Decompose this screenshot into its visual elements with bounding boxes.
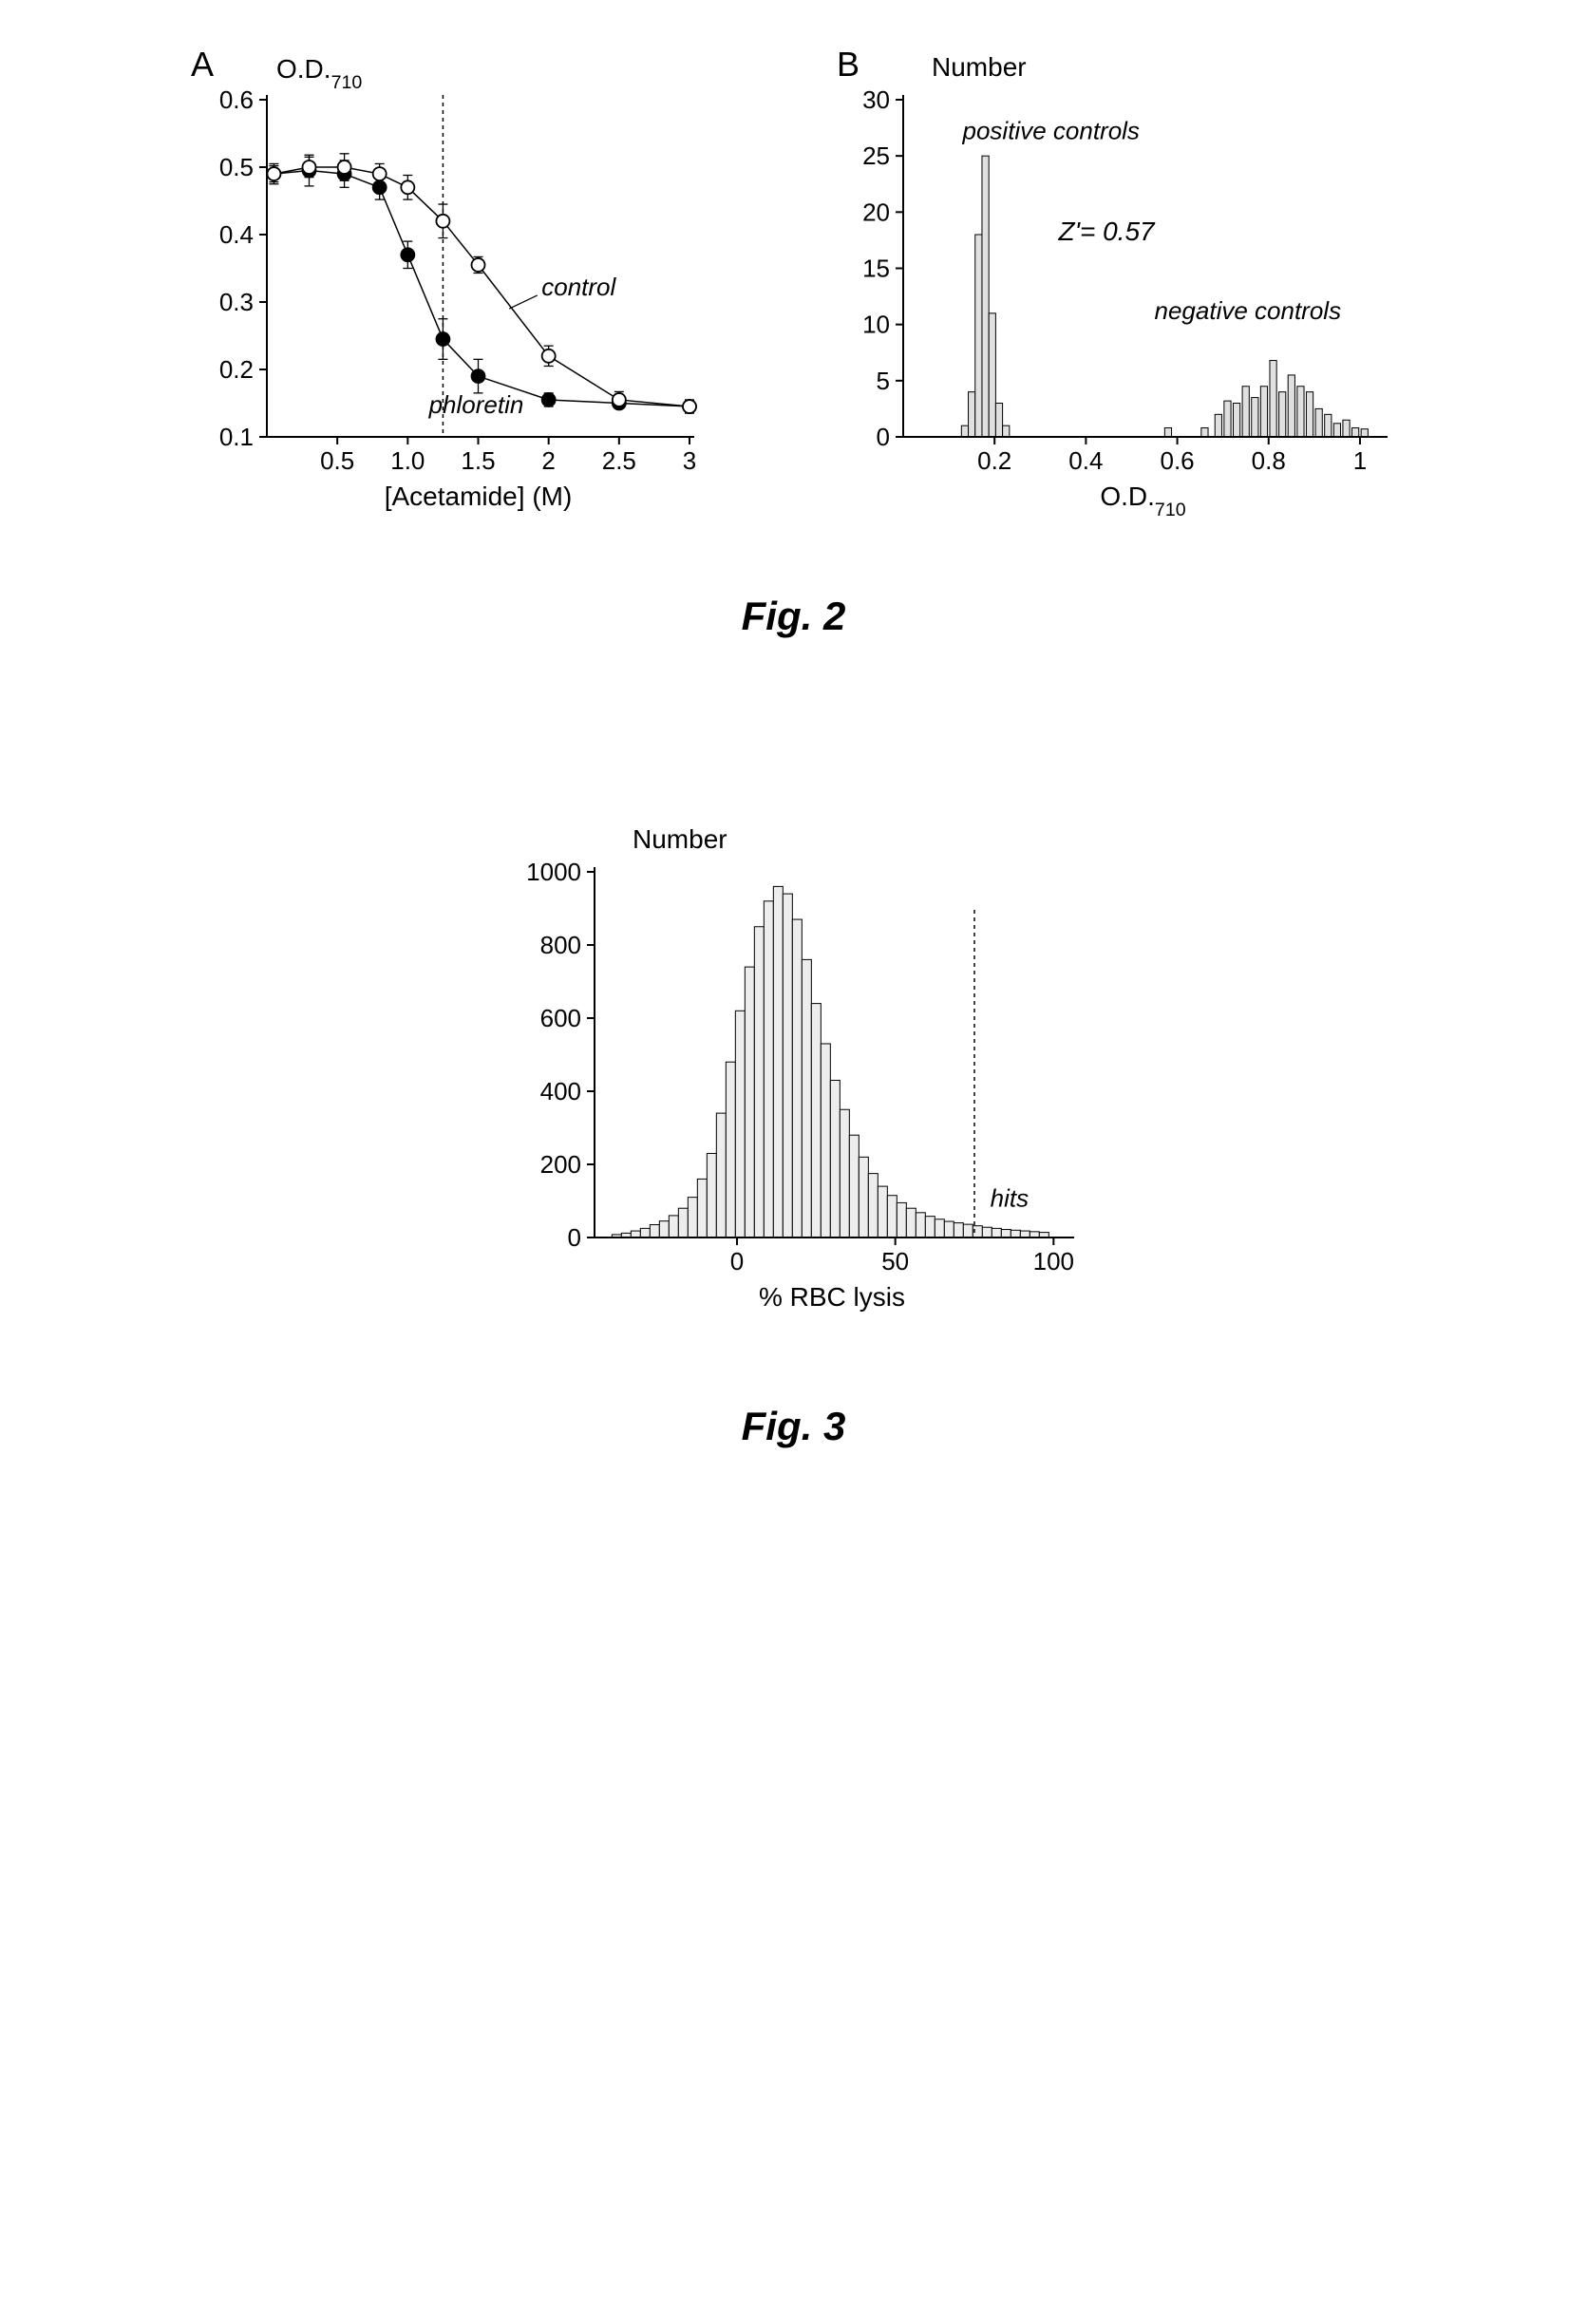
svg-text:400: 400 <box>539 1077 580 1105</box>
svg-text:200: 200 <box>539 1150 580 1179</box>
svg-text:Number: Number <box>633 824 727 854</box>
svg-text:0.2: 0.2 <box>218 355 253 384</box>
svg-text:B: B <box>837 45 860 84</box>
svg-text:3: 3 <box>682 446 695 475</box>
fig3-caption: Fig. 3 <box>44 1404 1544 1449</box>
svg-text:hits: hits <box>990 1183 1028 1212</box>
svg-text:positive controls: positive controls <box>961 116 1139 144</box>
svg-text:0.8: 0.8 <box>1251 446 1285 475</box>
svg-text:A: A <box>191 45 214 84</box>
svg-text:0.2: 0.2 <box>977 446 1011 475</box>
svg-text:600: 600 <box>539 1004 580 1032</box>
svg-text:1000: 1000 <box>526 858 581 886</box>
svg-text:0.4: 0.4 <box>1068 446 1103 475</box>
svg-text:Z'= 0.57: Z'= 0.57 <box>1057 217 1156 246</box>
svg-text:% RBC lysis: % RBC lysis <box>758 1282 904 1312</box>
svg-text:0.4: 0.4 <box>218 220 253 249</box>
fig2-panel-a: 0.1 0.2 0.3 0.4 0.5 0.6 0.5 1.0 1.5 2 2.5 3 A O.D.710… <box>177 38 708 537</box>
svg-text:[Acetamide] (M): [Acetamide] (M) <box>384 482 572 511</box>
svg-text:Number: Number <box>932 52 1027 82</box>
figure2-row: 0.1 0.2 0.3 0.4 0.5 0.6 0.5 1.0 1.5 2 2.5 3 A O.D.710… <box>44 38 1544 537</box>
svg-text:30: 30 <box>862 85 890 114</box>
fig3-chart: 0 200 400 600 800 1000 0 50 100 Number % RBC lysis… <box>471 810 1117 1342</box>
svg-text:0.6: 0.6 <box>1160 446 1194 475</box>
svg-text:25: 25 <box>862 142 890 170</box>
svg-text:O.D.710: O.D.710 <box>1100 482 1185 520</box>
svg-text:5: 5 <box>876 367 889 395</box>
svg-text:2: 2 <box>541 446 555 475</box>
svg-text:800: 800 <box>539 931 580 959</box>
svg-text:0.5: 0.5 <box>320 446 354 475</box>
fig2-caption: Fig. 2 <box>44 594 1544 639</box>
svg-text:O.D.710: O.D.710 <box>276 54 362 93</box>
fig2b-chart: 0 5 10 15 20 25 30 0.2 0.4 0.6 0.8 1 B Number O.D.710 p… <box>822 38 1411 532</box>
svg-text:1: 1 <box>1352 446 1366 475</box>
svg-text:0: 0 <box>567 1223 580 1252</box>
svg-text:0: 0 <box>729 1247 743 1275</box>
svg-text:control: control <box>541 273 616 301</box>
svg-text:phloretin: phloretin <box>427 390 523 419</box>
fig2-panel-b: 0 5 10 15 20 25 30 0.2 0.4 0.6 0.8 1 B Number O.D.710 p… <box>822 38 1411 537</box>
svg-text:100: 100 <box>1032 1247 1073 1275</box>
svg-text:0.6: 0.6 <box>218 85 253 114</box>
svg-text:50: 50 <box>881 1247 909 1275</box>
svg-text:negative controls: negative controls <box>1154 296 1341 325</box>
svg-text:0.1: 0.1 <box>218 423 253 451</box>
svg-text:0.5: 0.5 <box>218 153 253 181</box>
svg-text:2.5: 2.5 <box>601 446 635 475</box>
svg-text:1.5: 1.5 <box>461 446 495 475</box>
svg-text:15: 15 <box>862 255 890 283</box>
svg-text:0: 0 <box>876 423 889 451</box>
svg-text:10: 10 <box>862 311 890 339</box>
fig3-panel: 0 200 400 600 800 1000 0 50 100 Number % RBC lysis… <box>471 810 1117 1347</box>
fig2a-chart: 0.1 0.2 0.3 0.4 0.5 0.6 0.5 1.0 1.5 2 2.5 3 A O.D.710… <box>177 38 708 532</box>
svg-text:1.0: 1.0 <box>390 446 425 475</box>
figure3-row: 0 200 400 600 800 1000 0 50 100 Number % RBC lysis… <box>44 810 1544 1347</box>
svg-text:20: 20 <box>862 198 890 226</box>
svg-text:0.3: 0.3 <box>218 288 253 316</box>
